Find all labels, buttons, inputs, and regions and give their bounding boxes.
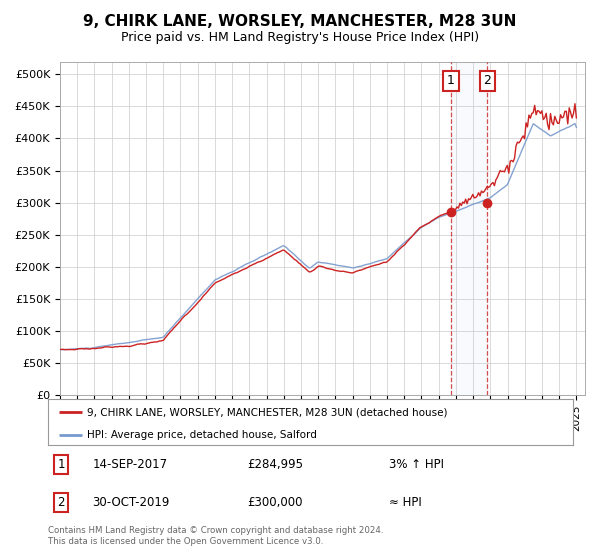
Text: Price paid vs. HM Land Registry's House Price Index (HPI): Price paid vs. HM Land Registry's House … bbox=[121, 31, 479, 44]
Text: 1: 1 bbox=[447, 74, 455, 87]
Text: 1: 1 bbox=[58, 458, 65, 471]
Text: HPI: Average price, detached house, Salford: HPI: Average price, detached house, Salf… bbox=[88, 430, 317, 440]
Text: £284,995: £284,995 bbox=[248, 458, 304, 471]
Bar bbox=[451, 62, 487, 395]
Text: 9, CHIRK LANE, WORSLEY, MANCHESTER, M28 3UN: 9, CHIRK LANE, WORSLEY, MANCHESTER, M28 … bbox=[83, 14, 517, 29]
Text: 14-SEP-2017: 14-SEP-2017 bbox=[92, 458, 168, 471]
Text: Contains HM Land Registry data © Crown copyright and database right 2024.
This d: Contains HM Land Registry data © Crown c… bbox=[48, 526, 383, 546]
Text: 2: 2 bbox=[484, 74, 491, 87]
Text: 2: 2 bbox=[58, 496, 65, 509]
Text: 3% ↑ HPI: 3% ↑ HPI bbox=[389, 458, 444, 471]
Text: 30-OCT-2019: 30-OCT-2019 bbox=[92, 496, 170, 509]
Text: 9, CHIRK LANE, WORSLEY, MANCHESTER, M28 3UN (detached house): 9, CHIRK LANE, WORSLEY, MANCHESTER, M28 … bbox=[88, 407, 448, 417]
Text: ≈ HPI: ≈ HPI bbox=[389, 496, 422, 509]
Text: £300,000: £300,000 bbox=[248, 496, 303, 509]
